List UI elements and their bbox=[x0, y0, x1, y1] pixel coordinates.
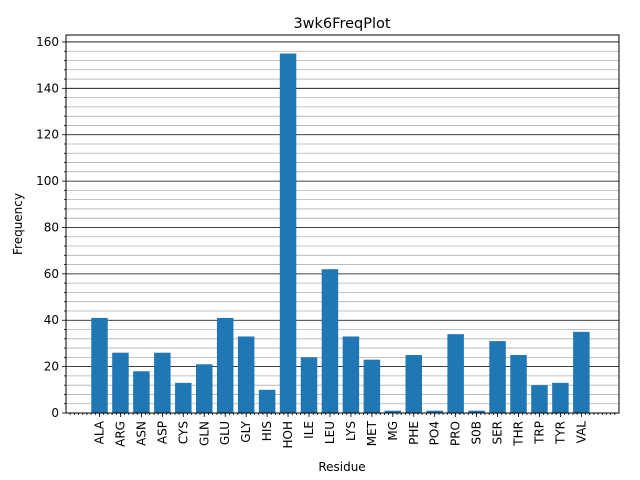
bar-s0b bbox=[468, 410, 485, 413]
plot-frame bbox=[65, 34, 620, 414]
x-tick-label: PO4 bbox=[428, 421, 442, 445]
x-tick-label: ASN bbox=[134, 421, 148, 446]
bar-val bbox=[573, 331, 590, 413]
x-tick-label: GLU bbox=[218, 421, 232, 445]
y-tick-label: 40 bbox=[44, 313, 59, 327]
bar-phe bbox=[405, 355, 422, 413]
x-tick-label: S0B bbox=[470, 421, 484, 444]
x-tick-label: GLN bbox=[197, 421, 211, 446]
x-tick-label: TYR bbox=[553, 421, 567, 445]
bar-asn bbox=[133, 371, 150, 413]
x-tick-label: THR bbox=[512, 421, 526, 447]
x-tick-label: TRP bbox=[532, 421, 546, 445]
bar-cys bbox=[175, 382, 192, 413]
bar-ile bbox=[300, 357, 318, 413]
x-tick-label: SER bbox=[491, 421, 505, 445]
y-axis: 0 20 40 60 80 100 120 140 160 bbox=[36, 35, 66, 420]
bar-gln bbox=[196, 364, 213, 413]
bar-thr bbox=[510, 355, 527, 413]
x-tick-label: ASP bbox=[155, 421, 169, 444]
bar-po4 bbox=[426, 410, 443, 413]
y-tick-label: 20 bbox=[44, 360, 59, 374]
x-tick-label: PRO bbox=[449, 421, 463, 446]
y-tick-label: 60 bbox=[44, 267, 59, 281]
x-tick-label: CYS bbox=[176, 421, 190, 444]
x-tick-label: ILE bbox=[302, 421, 316, 439]
bar-tyr bbox=[552, 382, 569, 413]
bar-lys bbox=[342, 336, 360, 413]
x-tick-label: GLY bbox=[239, 420, 253, 442]
x-tick-label: LEU bbox=[323, 421, 337, 444]
x-tick-label: VAL bbox=[574, 421, 588, 444]
x-tick-label: HIS bbox=[260, 421, 274, 441]
bar-mg bbox=[384, 410, 402, 413]
x-axis: ALA ARG ASN ASP CYS GLN GLU GLY HIS HOH ILE LEU LYS M… bbox=[69, 413, 616, 449]
y-axis-title: Frequency bbox=[11, 193, 25, 255]
bar-pro bbox=[447, 334, 464, 413]
bar-his bbox=[258, 389, 276, 413]
bar-met bbox=[363, 359, 381, 413]
x-tick-label: MET bbox=[365, 420, 379, 446]
x-tick-label: LYS bbox=[344, 421, 358, 441]
bars bbox=[91, 53, 590, 413]
bar-ala bbox=[91, 317, 108, 413]
bar-glu bbox=[216, 317, 234, 413]
bar-leu bbox=[321, 269, 339, 413]
chart-title: 3wk6FreqPlot bbox=[293, 16, 390, 32]
x-tick-label: HOH bbox=[281, 421, 295, 449]
y-tick-label: 140 bbox=[36, 81, 59, 95]
bar-trp bbox=[531, 385, 548, 413]
x-axis-title: Residue bbox=[318, 460, 365, 474]
y-tick-label: 120 bbox=[36, 128, 59, 142]
bar-ser bbox=[489, 341, 506, 413]
x-tick-label: ALA bbox=[93, 420, 107, 444]
y-tick-label: 160 bbox=[36, 35, 59, 49]
x-tick-label: MG bbox=[386, 421, 400, 441]
y-tick-label: 100 bbox=[36, 174, 59, 188]
x-tick-label: ARG bbox=[113, 421, 127, 447]
y-tick-label: 0 bbox=[51, 406, 59, 420]
bar-gly bbox=[237, 336, 255, 413]
bar-asp bbox=[154, 352, 171, 413]
x-tick-label: PHE bbox=[407, 421, 421, 445]
y-tick-label: 80 bbox=[44, 220, 59, 234]
bar-arg bbox=[112, 352, 129, 413]
bar-hoh bbox=[279, 53, 297, 413]
grid-lines bbox=[66, 41, 619, 405]
